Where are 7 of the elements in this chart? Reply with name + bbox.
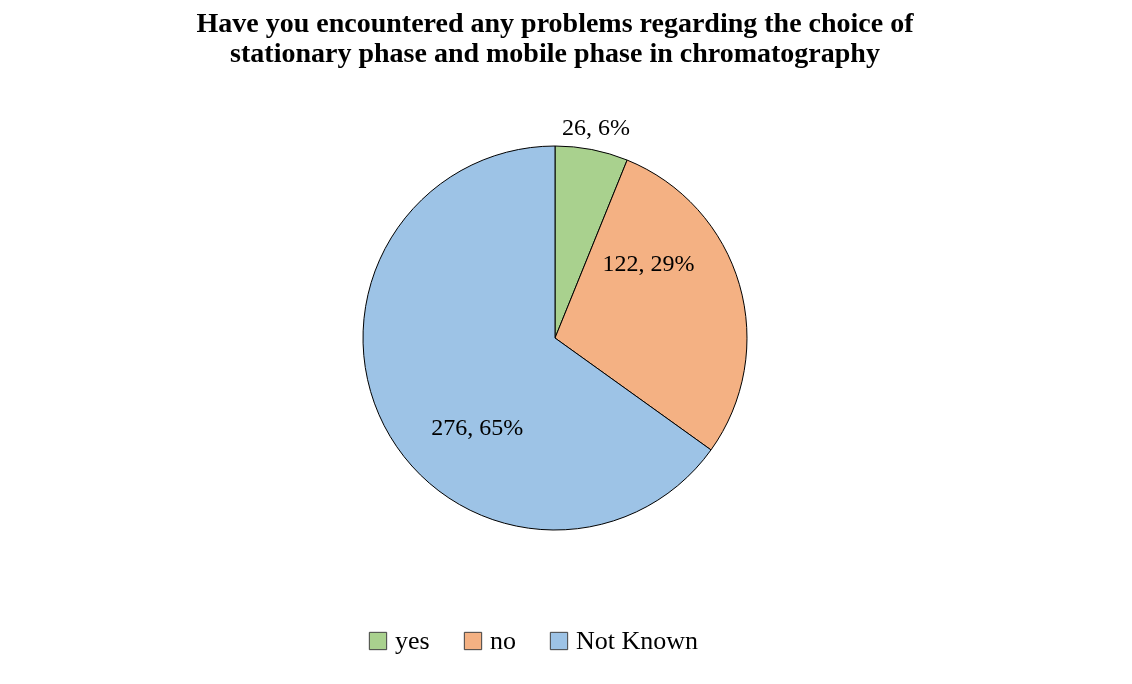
legend-label: Not Known xyxy=(576,626,699,655)
data-label: 122, 29% xyxy=(602,250,695,277)
chart-title: Have you encountered any problems regarding the choice of stationary phase and mobile phase in chromatography xyxy=(196,7,915,68)
data-label: 276, 65% xyxy=(431,414,524,441)
legend-label: no xyxy=(490,626,516,655)
data-label: 26, 6% xyxy=(561,113,630,140)
legend-label: yes xyxy=(395,626,430,655)
